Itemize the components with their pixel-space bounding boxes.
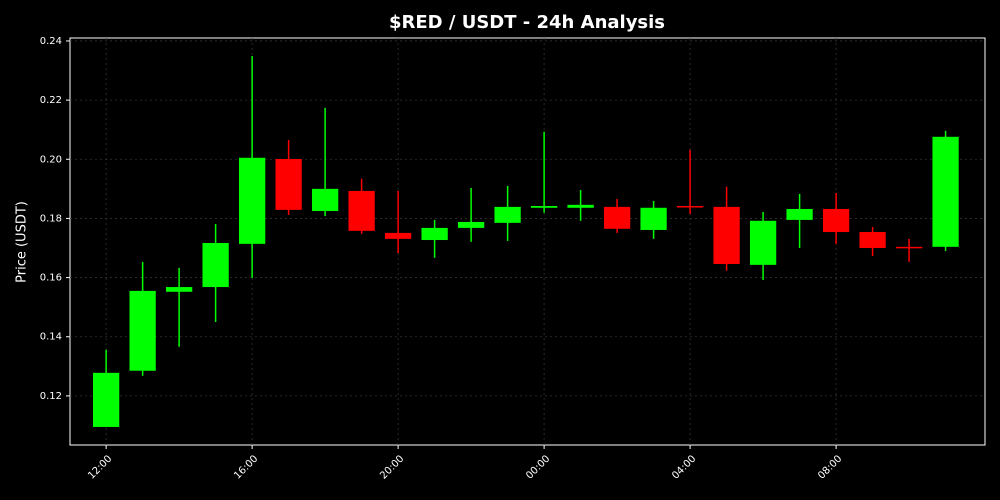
y-tick-label: 0.24 (40, 36, 62, 47)
candle-body (786, 208, 813, 220)
y-tick-label: 0.12 (40, 391, 62, 402)
candle-body (202, 242, 229, 288)
candle-body (457, 221, 485, 228)
candle-body (749, 220, 777, 265)
y-axis-label: Price (USDT) (15, 201, 30, 283)
candle-body (530, 206, 558, 208)
candle-body (567, 204, 594, 208)
candle-body (238, 157, 266, 244)
y-tick-label: 0.14 (40, 332, 62, 343)
candle-body (384, 232, 412, 239)
candle-body (859, 232, 886, 249)
candle-body (713, 206, 740, 264)
candle-body (640, 207, 667, 230)
candle-body (494, 206, 521, 223)
candle-body (165, 287, 193, 292)
candle-body (895, 246, 923, 249)
candle-body (676, 206, 704, 208)
y-tick-label: 0.18 (40, 213, 62, 224)
candle-body (311, 188, 339, 212)
y-tick-label: 0.22 (40, 95, 62, 106)
candle-body (932, 136, 959, 247)
candle-body (822, 208, 850, 233)
candle-body (603, 206, 631, 229)
candle-body (129, 290, 156, 371)
plot-area (69, 37, 986, 446)
y-tick-label: 0.20 (40, 154, 62, 165)
candle-body (92, 372, 120, 427)
candle-body (348, 190, 375, 231)
chart-title: $RED / USDT - 24h Analysis (389, 12, 665, 33)
candle-body (275, 158, 302, 210)
candle-body (421, 227, 448, 241)
y-tick-label: 0.16 (40, 273, 62, 284)
